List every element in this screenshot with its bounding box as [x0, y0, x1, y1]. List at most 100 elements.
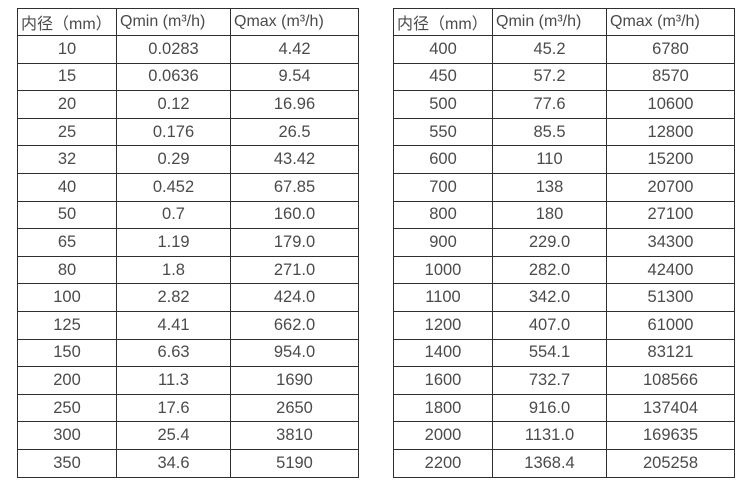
table-cell: 1.19 — [116, 228, 231, 257]
table-cell: 2200 — [393, 448, 493, 478]
table-cell: 137404 — [606, 393, 735, 423]
table-cell: 125 — [17, 310, 117, 340]
table-cell: 400 — [393, 35, 493, 64]
table-cell: 32 — [17, 145, 117, 174]
table-cell: 12800 — [606, 117, 735, 147]
flow-table-large-diameters: 内径（mm） Qmin (m³/h) Qmax (m³/h) 400 45.2 67… — [393, 8, 735, 478]
table-row: 40 0.452 67.85 — [17, 172, 359, 202]
table-cell: 10600 — [606, 90, 735, 119]
table-cell: 34300 — [606, 228, 735, 257]
table-row: 2000 1131.0 169635 — [393, 421, 735, 450]
table-row: 10 0.0283 4.42 — [17, 35, 359, 64]
table-cell: 57.2 — [492, 62, 607, 92]
table-row: 350 34.6 5190 — [17, 448, 359, 478]
table-cell: 450 — [393, 62, 493, 92]
table-cell: 300 — [17, 421, 117, 450]
table-cell: 42400 — [606, 255, 735, 285]
header-qmax: Qmax (m³/h) — [606, 8, 735, 36]
table-cell: 85.5 — [492, 117, 607, 147]
table-row: 400 45.2 6780 — [393, 35, 735, 64]
table-cell: 1800 — [393, 393, 493, 423]
table-cell: 205258 — [606, 448, 735, 478]
table-cell: 11.3 — [116, 366, 231, 395]
table-cell: 67.85 — [230, 172, 359, 202]
table-row: 250 17.6 2650 — [17, 393, 359, 423]
table-cell: 342.0 — [492, 283, 607, 312]
table-cell: 250 — [17, 393, 117, 423]
table-row: 200 11.3 1690 — [17, 366, 359, 395]
table-cell: 40 — [17, 172, 117, 202]
table-cell: 554.1 — [492, 338, 607, 368]
table-cell: 0.176 — [116, 117, 231, 147]
header-qmin: Qmin (m³/h) — [116, 8, 231, 36]
table-cell: 4.41 — [116, 310, 231, 340]
table-row: 600 110 15200 — [393, 145, 735, 174]
table-cell: 34.6 — [116, 448, 231, 478]
table-cell: 61000 — [606, 310, 735, 340]
table-cell: 2000 — [393, 421, 493, 450]
table-cell: 80 — [17, 255, 117, 285]
table-cell: 2650 — [230, 393, 359, 423]
table-row: 1200 407.0 61000 — [393, 310, 735, 340]
table-row: 1400 554.1 83121 — [393, 338, 735, 368]
table-cell: 1131.0 — [492, 421, 607, 450]
table-row: 25 0.176 26.5 — [17, 117, 359, 147]
table-row: 450 57.2 8570 — [393, 62, 735, 92]
table-cell: 732.7 — [492, 366, 607, 395]
table-cell: 0.452 — [116, 172, 231, 202]
table-row: 500 77.6 10600 — [393, 90, 735, 119]
table-row: 2200 1368.4 205258 — [393, 448, 735, 478]
table-cell: 6.63 — [116, 338, 231, 368]
table-row: 80 1.8 271.0 — [17, 255, 359, 285]
table-row: 20 0.12 16.96 — [17, 90, 359, 119]
table-cell: 83121 — [606, 338, 735, 368]
table-cell: 2.82 — [116, 283, 231, 312]
table-cell: 138 — [492, 172, 607, 202]
table-cell: 500 — [393, 90, 493, 119]
flow-table-small-diameters: 内径（mm） Qmin (m³/h) Qmax (m³/h) 10 0.0283 4… — [17, 8, 359, 478]
table-cell: 3810 — [230, 421, 359, 450]
table-cell: 65 — [17, 228, 117, 257]
table-cell: 110 — [492, 145, 607, 174]
table-cell: 179.0 — [230, 228, 359, 257]
table-row: 300 25.4 3810 — [17, 421, 359, 450]
table-row: 125 4.41 662.0 — [17, 310, 359, 340]
header-qmin: Qmin (m³/h) — [492, 8, 607, 36]
table-cell: 15200 — [606, 145, 735, 174]
table-cell: 4.42 — [230, 35, 359, 64]
table-cell: 1100 — [393, 283, 493, 312]
table-cell: 900 — [393, 228, 493, 257]
table-cell: 1000 — [393, 255, 493, 285]
table-cell: 407.0 — [492, 310, 607, 340]
table-cell: 9.54 — [230, 62, 359, 92]
table-cell: 0.0283 — [116, 35, 231, 64]
table-cell: 550 — [393, 117, 493, 147]
table-cell: 916.0 — [492, 393, 607, 423]
table-row: 1800 916.0 137404 — [393, 393, 735, 423]
table-cell: 108566 — [606, 366, 735, 395]
table-cell: 50 — [17, 200, 117, 230]
table-cell: 20700 — [606, 172, 735, 202]
table-cell: 271.0 — [230, 255, 359, 285]
header-row: 内径（mm） Qmin (m³/h) Qmax (m³/h) — [393, 8, 735, 36]
table-cell: 954.0 — [230, 338, 359, 368]
table-cell: 17.6 — [116, 393, 231, 423]
table-cell: 1690 — [230, 366, 359, 395]
table-cell: 700 — [393, 172, 493, 202]
table-cell: 0.7 — [116, 200, 231, 230]
table-cell: 160.0 — [230, 200, 359, 230]
table-row: 150 6.63 954.0 — [17, 338, 359, 368]
table-cell: 200 — [17, 366, 117, 395]
table-row: 1100 342.0 51300 — [393, 283, 735, 312]
table-cell: 15 — [17, 62, 117, 92]
table-row: 15 0.0636 9.54 — [17, 62, 359, 92]
table-row: 32 0.29 43.42 — [17, 145, 359, 174]
table-cell: 27100 — [606, 200, 735, 230]
table-row: 100 2.82 424.0 — [17, 283, 359, 312]
table-cell: 1.8 — [116, 255, 231, 285]
header-qmax: Qmax (m³/h) — [230, 8, 359, 36]
table-cell: 1400 — [393, 338, 493, 368]
table-row: 1600 732.7 108566 — [393, 366, 735, 395]
header-inner-diameter: 内径（mm） — [393, 8, 493, 36]
table-row: 65 1.19 179.0 — [17, 228, 359, 257]
